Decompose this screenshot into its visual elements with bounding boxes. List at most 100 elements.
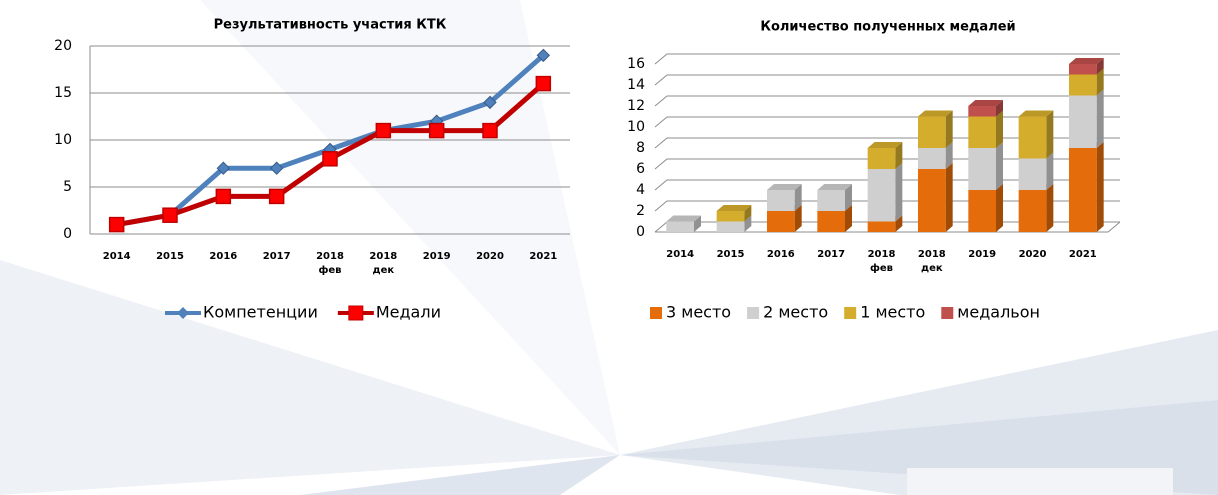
bar: [1018, 190, 1047, 232]
bar-top: [1018, 110, 1054, 117]
bar-side: [1046, 152, 1054, 190]
bar: [766, 211, 795, 232]
bar: [766, 190, 795, 211]
marker: [535, 75, 552, 92]
bar-top: [817, 184, 853, 190]
bar-side: [945, 142, 953, 169]
bar: [917, 169, 946, 232]
x-tick-label: 2018 дек: [918, 249, 946, 274]
x-tick-label: 2018 фев: [868, 249, 896, 274]
legend-marker: [177, 307, 189, 319]
bar-side: [744, 205, 752, 222]
bar: [917, 116, 946, 148]
marker: [162, 207, 178, 223]
bar-top: [666, 215, 702, 222]
y-tick-label: 5: [63, 179, 72, 195]
chart-title: Количество полученных медалей: [760, 20, 1015, 35]
bar: [968, 190, 997, 232]
x-tick-label: 2017: [263, 251, 291, 262]
bar-side: [794, 184, 802, 211]
legend-label: Медали: [376, 303, 441, 322]
bar: [968, 116, 997, 148]
bar-side: [845, 205, 853, 232]
bar-side: [694, 215, 702, 232]
x-tick-label: 2016: [767, 249, 795, 260]
bar-side: [1096, 58, 1104, 75]
y-tick-label: 6: [636, 161, 645, 177]
bar: [1068, 64, 1097, 75]
x-tick-label: 2018 фев: [316, 251, 344, 276]
x-tick-label: 2019: [968, 249, 996, 260]
marker: [536, 48, 551, 63]
legend-label: 1 место: [860, 303, 925, 322]
x-tick-label: 2021: [1069, 249, 1097, 260]
floor: [655, 221, 1121, 233]
legend-swatch: [747, 307, 760, 319]
grid-line: [654, 53, 1120, 65]
x-tick-label: 2020: [1019, 249, 1047, 260]
chart-title: Результативность участия КТК: [214, 18, 447, 33]
legend-label: Компетенции: [203, 303, 318, 322]
x-tick-label: 2014: [666, 249, 694, 260]
legend-swatch: [650, 307, 662, 319]
bar: [1068, 148, 1097, 232]
bar: [1068, 95, 1097, 148]
marker: [108, 216, 125, 233]
x-tick-label: 2014: [103, 251, 131, 262]
bar-side: [945, 110, 953, 148]
marker: [483, 95, 497, 110]
y-tick-label: 0: [63, 226, 72, 242]
bar: [1018, 116, 1047, 159]
bar-side: [895, 163, 903, 222]
bar: [867, 169, 896, 222]
y-tick-label: 10: [54, 132, 72, 148]
bar: [1068, 74, 1097, 96]
bar: [716, 221, 745, 232]
bar-side: [996, 184, 1004, 232]
bar: [716, 211, 745, 222]
bar-side: [996, 142, 1004, 190]
bar: [917, 148, 946, 169]
y-tick-label: 16: [627, 56, 645, 72]
bar-top: [766, 184, 802, 190]
marker: [428, 122, 445, 139]
x-tick-label: 2019: [423, 251, 451, 262]
x-tick-label: 2016: [209, 251, 237, 262]
x-tick-label: 2021: [529, 251, 557, 262]
y-tick-label: 20: [54, 38, 72, 54]
legend-swatch: [844, 307, 857, 319]
grid-line: [654, 95, 1120, 107]
legend-label: 2 место: [763, 303, 828, 322]
bar-top: [968, 100, 1004, 106]
bar-side: [744, 215, 752, 232]
marker: [375, 122, 392, 139]
marker: [216, 161, 231, 175]
y-tick-label: 8: [636, 140, 645, 156]
bar-side: [945, 163, 953, 232]
marker: [215, 188, 232, 205]
y-tick-label: 12: [627, 98, 645, 114]
bar: [817, 190, 846, 211]
y-tick-label: 15: [54, 85, 72, 101]
bar-side: [1096, 89, 1104, 148]
bar-top: [867, 142, 903, 148]
x-tick-label: 2015: [156, 251, 184, 262]
y-tick-label: 14: [627, 77, 645, 93]
bar: [666, 221, 695, 232]
grid-line: [654, 74, 1120, 86]
y-tick-label: 2: [636, 203, 645, 219]
legend-marker: [348, 305, 364, 321]
bar: [817, 211, 846, 232]
bar-side: [1096, 142, 1104, 232]
bar: [968, 148, 997, 190]
bar: [867, 221, 896, 232]
marker: [268, 188, 285, 205]
bar-top: [716, 205, 752, 211]
bar-top: [1068, 58, 1104, 64]
bar-top: [917, 110, 953, 117]
bar-side: [1046, 110, 1054, 159]
bar-side: [794, 205, 802, 232]
marker: [482, 122, 498, 139]
